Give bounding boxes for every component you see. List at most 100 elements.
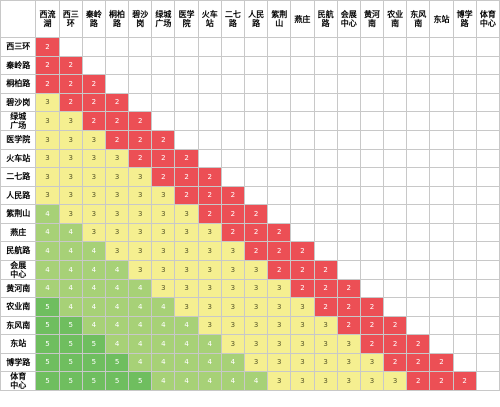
fare-cell: 2 (58, 55, 83, 75)
empty-cell (243, 92, 269, 112)
empty-cell (290, 92, 315, 112)
empty-cell (290, 74, 315, 94)
empty-cell (267, 185, 292, 205)
empty-cell (452, 130, 477, 150)
empty-cell (452, 241, 477, 261)
column-header: 农业南 (383, 0, 408, 38)
fare-cell: 4 (151, 371, 176, 391)
table-row: 民航路 4 4 4 3 3 3 3 3 3 2 2 2 (0, 241, 500, 261)
empty-cell (197, 55, 222, 75)
empty-cell (267, 204, 292, 224)
row-header: 秦岭路 (0, 55, 37, 75)
fare-cell: 3 (267, 352, 292, 372)
fare-cell: 2 (359, 334, 385, 354)
fare-cell: 3 (35, 148, 60, 168)
corner-cell (0, 0, 37, 38)
fare-cell: 2 (359, 297, 385, 317)
empty-cell (383, 37, 408, 57)
empty-cell (359, 222, 385, 242)
row-header: 农业南 (0, 297, 37, 317)
empty-cell (104, 74, 130, 94)
fare-cell: 2 (35, 55, 60, 75)
fare-cell: 4 (35, 278, 60, 298)
empty-cell (452, 185, 477, 205)
fare-cell: 2 (104, 92, 130, 112)
fare-cell: 2 (313, 297, 338, 317)
empty-cell (359, 130, 385, 150)
column-header: 秦岭路 (81, 0, 106, 38)
fare-cell: 4 (174, 334, 199, 354)
fare-cell: 3 (174, 297, 199, 317)
fare-cell: 3 (128, 204, 153, 224)
fare-cell: 3 (35, 92, 60, 112)
row-header: 碧沙岗 (0, 92, 37, 112)
fare-cell: 4 (128, 352, 153, 372)
empty-cell (383, 185, 408, 205)
fare-cell: 3 (220, 334, 246, 354)
fare-cell: 4 (35, 241, 60, 261)
row-header: 火车站 (0, 148, 37, 168)
empty-cell (383, 278, 408, 298)
fare-cell: 2 (383, 334, 408, 354)
empty-cell (151, 55, 176, 75)
empty-cell (359, 241, 385, 261)
fare-cell: 3 (104, 148, 130, 168)
table-row: 黄河南 4 4 4 4 4 3 3 3 3 3 3 2 2 2 (0, 278, 500, 298)
column-header: 医学院 (174, 0, 199, 38)
fare-cell: 2 (58, 92, 83, 112)
empty-cell (313, 185, 338, 205)
empty-cell (151, 111, 176, 131)
fare-cell: 3 (81, 148, 106, 168)
fare-cell: 4 (81, 297, 106, 317)
fare-cell: 5 (81, 371, 106, 391)
empty-cell (406, 74, 431, 94)
column-header: 紫荆山 (267, 0, 292, 38)
empty-cell (475, 167, 500, 187)
empty-cell (406, 278, 431, 298)
table-row: 体育 中心 5 5 5 5 5 4 4 4 4 4 3 3 3 3 3 3 2 2 2 (0, 371, 500, 391)
empty-cell (313, 55, 338, 75)
empty-cell (359, 204, 385, 224)
row-header: 体育 中心 (0, 371, 37, 391)
fare-cell: 4 (197, 352, 222, 372)
table-row: 秦岭路 2 2 (0, 55, 500, 75)
fare-cell: 2 (81, 92, 106, 112)
empty-cell (197, 148, 222, 168)
fare-cell: 2 (81, 74, 106, 94)
empty-cell (452, 92, 477, 112)
fare-cell: 4 (128, 315, 153, 335)
fare-cell: 4 (104, 278, 130, 298)
empty-cell (406, 297, 431, 317)
fare-cell: 3 (336, 371, 361, 391)
fare-cell: 3 (220, 297, 246, 317)
fare-cell: 4 (174, 352, 199, 372)
empty-cell (290, 185, 315, 205)
row-header: 医学院 (0, 130, 37, 150)
empty-cell (174, 92, 199, 112)
empty-cell (452, 352, 477, 372)
empty-cell (290, 222, 315, 242)
fare-cell: 3 (174, 278, 199, 298)
empty-cell (313, 241, 338, 261)
empty-cell (267, 111, 292, 131)
fare-cell: 5 (58, 352, 83, 372)
empty-cell (197, 111, 222, 131)
empty-cell (475, 130, 500, 150)
empty-cell (267, 148, 292, 168)
empty-cell (406, 92, 431, 112)
fare-cell: 2 (290, 278, 315, 298)
empty-cell (197, 74, 222, 94)
fare-cell: 2 (267, 259, 292, 280)
empty-cell (359, 92, 385, 112)
table-row: 桐柏路 2 2 2 (0, 74, 500, 94)
fare-cell: 2 (406, 334, 431, 354)
empty-cell (452, 259, 477, 280)
empty-cell (406, 259, 431, 280)
fare-cell: 2 (220, 222, 246, 242)
row-header: 东风南 (0, 315, 37, 335)
empty-cell (220, 92, 246, 112)
empty-cell (383, 74, 408, 94)
fare-cell: 4 (243, 371, 269, 391)
row-header: 会展 中心 (0, 259, 37, 280)
fare-cell: 3 (197, 259, 222, 280)
